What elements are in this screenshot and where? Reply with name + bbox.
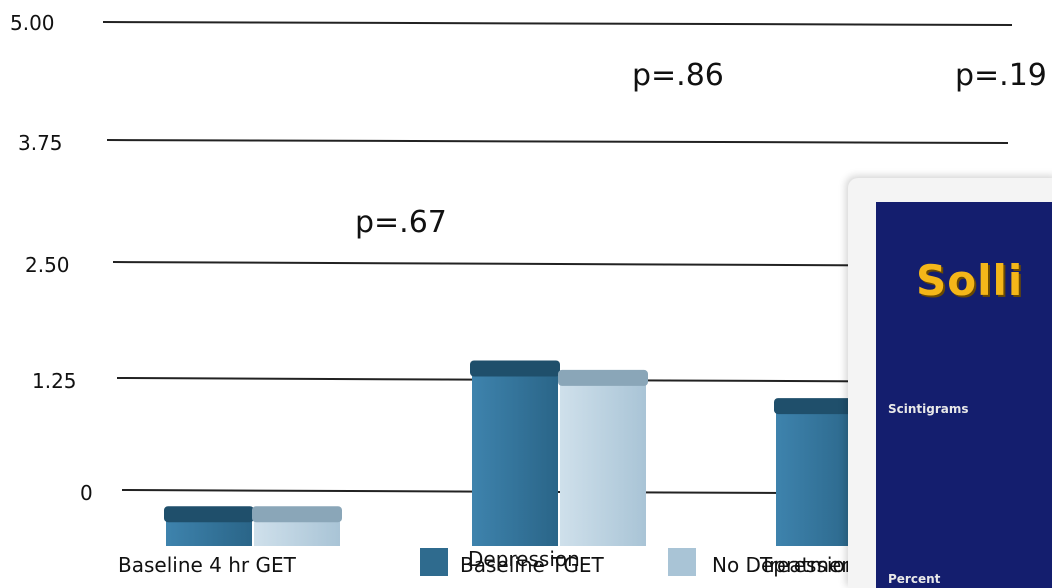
legend-swatch [420,548,448,576]
p-value-label: p=.19 [955,58,1047,93]
bar [560,383,646,546]
category-label: Treatment [759,553,862,577]
bar [472,374,558,546]
legend-label: Baseline TGET [460,553,605,577]
slide-title: Solli [916,256,1024,305]
p-value-label: p=.67 [355,205,447,240]
bar-cap [470,360,560,377]
slide-row-scintigrams: Scintigrams [888,402,969,416]
bar-cap [252,506,342,523]
gridline [106,139,1009,144]
y-tick-label: 2.50 [25,253,70,277]
category-label: Depression [468,547,580,571]
y-tick-label: 3.75 [18,131,63,155]
slide-thumbnail-content: Solli Scintigrams Percent [876,202,1052,588]
y-tick-label: 5.00 [10,11,55,35]
y-tick-label: 0 [80,481,93,505]
bar-cap [558,369,648,386]
category-label: Baseline 4 hr GET [118,553,297,577]
bar [254,520,340,546]
gridline [102,21,1013,26]
p-value-label: p=.86 [632,58,724,93]
legend-label: No Depression [712,553,857,577]
bar-cap [164,506,254,523]
bar [776,412,862,546]
slide-thumbnail[interactable]: Solli Scintigrams Percent [848,178,1052,588]
y-tick-label: 1.25 [32,369,77,393]
legend-swatch [668,548,696,576]
bar-cap [774,398,864,415]
bar [166,520,252,546]
slide-row-percent: Percent [888,572,941,586]
